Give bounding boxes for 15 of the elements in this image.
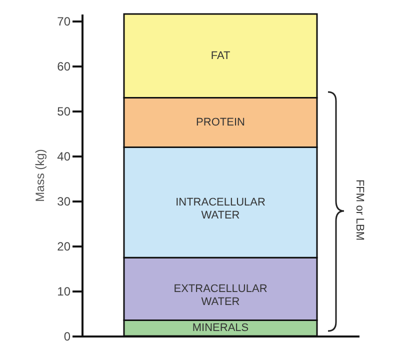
- y-tick-label: 50: [57, 104, 71, 118]
- y-tick-label: 20: [57, 239, 71, 254]
- y-tick-label: 30: [57, 194, 71, 208]
- y-tick-label: 40: [57, 149, 71, 164]
- y-tick-label: 10: [57, 284, 71, 298]
- y-axis-title: Mass (kg): [33, 149, 48, 202]
- series-label: MINERALS: [192, 322, 249, 334]
- y-tick-label: 60: [57, 59, 71, 74]
- series-label: INTRACELLULAR WATER: [176, 196, 266, 222]
- series-label: PROTEIN: [196, 116, 245, 129]
- text: FFM or LBM: [354, 179, 366, 241]
- y-tick-label: 70: [57, 14, 71, 28]
- series-label: EXTRACELLULAR WATER: [174, 282, 268, 308]
- y-tick-label: 0: [64, 330, 71, 344]
- series-label: FAT: [210, 50, 230, 62]
